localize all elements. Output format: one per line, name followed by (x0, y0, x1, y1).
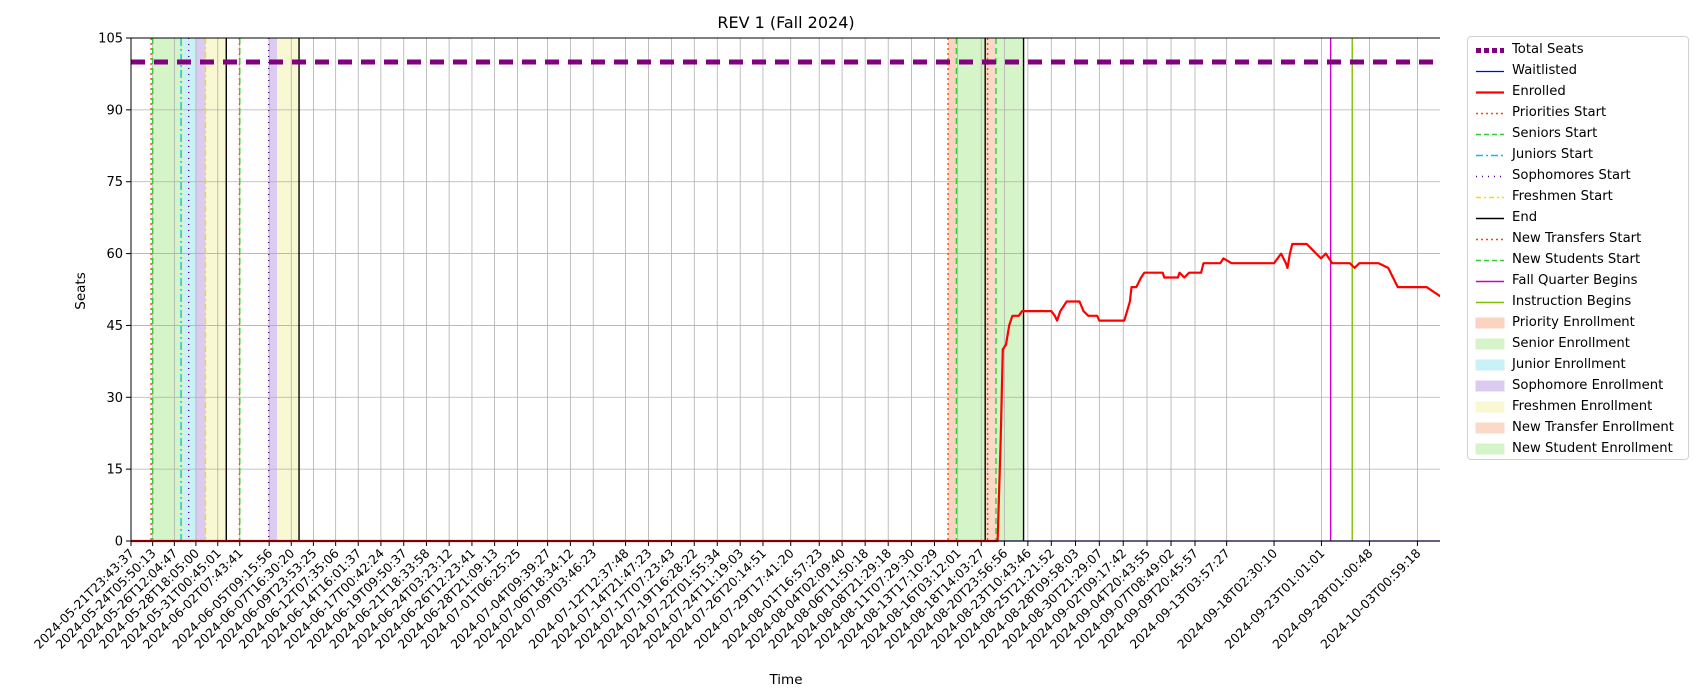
legend-item: New Transfers Start (1468, 229, 1688, 250)
legend-swatch (1475, 359, 1505, 371)
legend-item: Juniors Start (1468, 145, 1688, 166)
legend-item: Senior Enrollment (1468, 334, 1688, 355)
legend-patch (1475, 422, 1505, 434)
legend-item: Total Seats (1468, 40, 1688, 61)
legend-item: Seniors Start (1468, 124, 1688, 145)
enrollment-period-band (277, 38, 300, 541)
series-line-enrolled (131, 242, 1440, 543)
enrollment-period-band (205, 38, 227, 541)
legend-item: Freshmen Start (1468, 187, 1688, 208)
y-tick-label: 0 (115, 535, 123, 550)
legend-item: New Transfer Enrollment (1468, 418, 1688, 439)
chart-title: REV 1 (Fall 2024) (717, 13, 854, 32)
y-tick-label: 105 (98, 32, 123, 47)
legend-swatch (1476, 48, 1504, 53)
legend-label: New Transfer Enrollment (1512, 420, 1674, 435)
legend-item: New Student Enrollment (1468, 439, 1688, 460)
legend-swatch (1475, 422, 1505, 434)
legend-item: End (1468, 208, 1688, 229)
legend-swatch (1476, 301, 1504, 304)
legend-label: Enrolled (1512, 84, 1566, 99)
enrollment-period-band (183, 38, 196, 541)
legend-label: Freshmen Start (1512, 189, 1613, 204)
legend-patch (1475, 317, 1505, 329)
legend-item: New Students Start (1468, 250, 1688, 271)
y-tick-label: 30 (106, 391, 123, 406)
enrollment-chart: REV 1 (Fall 2024) Time Seats 0 15 30 45 60 75… (31, 13, 1440, 688)
x-axis-label: Time (768, 672, 802, 688)
legend-label: Junior Enrollment (1512, 357, 1626, 372)
chart-legend: Total Seats Waitlisted Enrolled Priorities … (1467, 36, 1689, 460)
y-tick-label: 60 (106, 247, 123, 262)
enrollment-period-band (947, 38, 957, 541)
legend-label: New Transfers Start (1512, 231, 1642, 246)
legend-item: Priority Enrollment (1468, 313, 1688, 334)
y-tick-label: 75 (106, 175, 123, 190)
legend-swatch (1476, 112, 1504, 115)
legend-label: Sophomores Start (1512, 168, 1631, 183)
legend-label: Sophomore Enrollment (1512, 378, 1664, 393)
legend-swatch (1475, 401, 1505, 413)
legend-patch (1475, 401, 1505, 413)
legend-patch (1475, 443, 1505, 455)
enrollment-period-band (985, 38, 996, 541)
legend-patch (1475, 338, 1505, 350)
legend-label: Senior Enrollment (1512, 336, 1630, 351)
legend-item: Sophomores Start (1468, 166, 1688, 187)
legend-swatch (1476, 280, 1504, 283)
legend-label: Priority Enrollment (1512, 315, 1635, 330)
legend-item: Enrolled (1468, 82, 1688, 103)
legend-label: Waitlisted (1512, 63, 1577, 78)
legend-item: Waitlisted (1468, 61, 1688, 82)
legend-label: Freshmen Enrollment (1512, 399, 1653, 414)
plot-frame (130, 37, 1440, 542)
legend-label: Priorities Start (1512, 105, 1607, 120)
y-tick-label: 45 (106, 319, 123, 334)
y-axis-label: Seats (73, 272, 89, 309)
legend-swatch (1475, 443, 1505, 455)
legend-label: Seniors Start (1512, 126, 1598, 141)
legend-swatch (1476, 70, 1504, 73)
legend-label: Fall Quarter Begins (1512, 273, 1638, 288)
enrollment-period-band (195, 38, 206, 541)
legend-item: Instruction Begins (1468, 292, 1688, 313)
legend-swatch (1476, 175, 1504, 178)
legend-item: Fall Quarter Begins (1468, 271, 1688, 292)
legend-item: Priorities Start (1468, 103, 1688, 124)
legend-label: New Student Enrollment (1512, 441, 1673, 456)
legend-label: New Students Start (1512, 252, 1641, 267)
legend-swatch (1476, 259, 1504, 262)
legend-label: Juniors Start (1512, 147, 1594, 162)
legend-swatch (1475, 317, 1505, 329)
legend-item: Junior Enrollment (1468, 355, 1688, 376)
legend-swatch (1476, 196, 1504, 199)
legend-swatch (1475, 338, 1505, 350)
legend-swatch (1476, 91, 1504, 94)
enrollment-period-band (268, 38, 278, 541)
legend-swatch (1476, 133, 1504, 136)
legend-swatch (1476, 238, 1504, 241)
legend-item: Sophomore Enrollment (1468, 376, 1688, 397)
legend-patch (1475, 359, 1505, 371)
legend-label: Instruction Begins (1512, 294, 1632, 309)
enrollment-period-band (152, 38, 184, 541)
legend-label: Total Seats (1512, 42, 1584, 57)
y-tick-label: 90 (106, 103, 123, 118)
legend-swatch (1476, 217, 1504, 220)
y-tick-label: 15 (106, 463, 123, 478)
legend-patch (1475, 380, 1505, 392)
legend-swatch (1476, 154, 1504, 157)
legend-label: End (1512, 210, 1538, 225)
legend-item: Freshmen Enrollment (1468, 397, 1688, 418)
x-tick-label: 2024-10-03T00:59:18 (1317, 545, 1423, 651)
legend-swatch (1475, 380, 1505, 392)
enrollment-period-band (956, 38, 986, 541)
